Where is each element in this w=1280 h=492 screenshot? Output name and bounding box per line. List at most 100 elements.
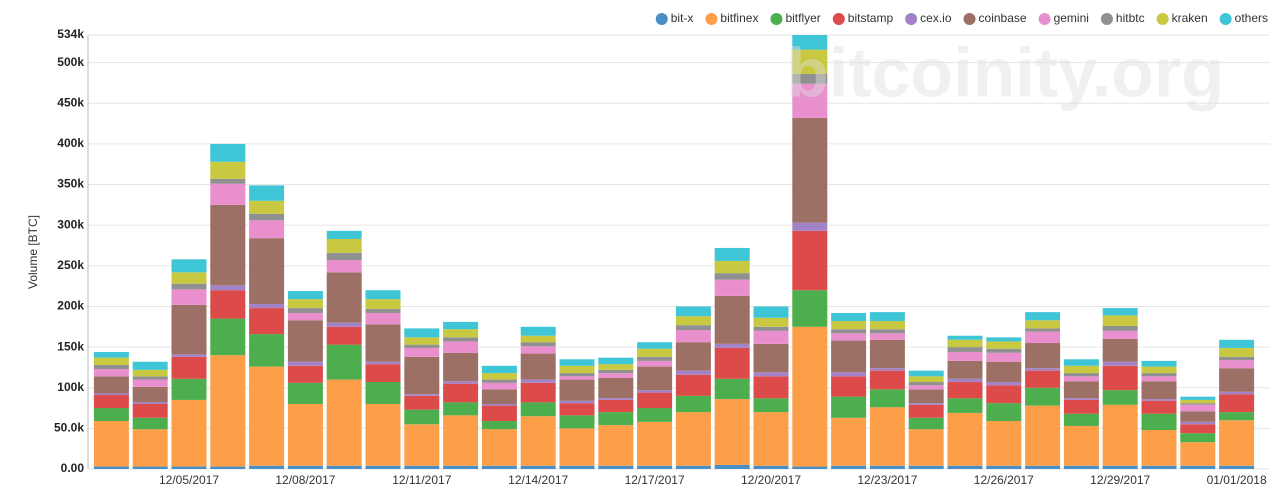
- bar-segment: [1063, 365, 1099, 374]
- bar-segment: [326, 326, 362, 345]
- bar-segment: [869, 329, 905, 334]
- y-tick-label: 100k: [57, 380, 84, 394]
- bar-segment: [1219, 368, 1255, 392]
- bar-segment: [1141, 399, 1177, 401]
- bar-segment: [1102, 390, 1138, 405]
- bar-segment: [1102, 325, 1138, 331]
- bar-segment: [1180, 396, 1216, 400]
- bar-segment: [481, 421, 517, 430]
- bar-segment: [326, 379, 362, 466]
- y-tick-label: 200k: [57, 299, 84, 313]
- bar-segment: [481, 382, 517, 390]
- bar-segment: [1219, 420, 1255, 466]
- bar-segment: [831, 376, 867, 397]
- bar-segment: [675, 412, 711, 466]
- legend-label: others: [1235, 11, 1268, 25]
- legend-swatch: [1100, 13, 1113, 25]
- legend-swatch: [832, 13, 845, 25]
- bar-segment: [1141, 465, 1177, 469]
- bar-segment: [132, 417, 168, 430]
- bar-segment: [365, 312, 401, 325]
- legend-swatch: [963, 13, 976, 25]
- bar-segment: [559, 365, 595, 374]
- bar-segment: [1141, 366, 1177, 374]
- bar-segment: [559, 373, 595, 377]
- bar-segment: [93, 369, 129, 377]
- bar-segment: [1025, 343, 1061, 369]
- y-tick-label: 300k: [57, 217, 84, 231]
- bar-segment: [598, 369, 634, 374]
- x-tick-label: 12/23/2017: [857, 473, 917, 487]
- bar-segment: [637, 465, 673, 469]
- bar-segment: [714, 260, 750, 274]
- bar-segment: [520, 326, 556, 336]
- bar-segment: [869, 407, 905, 466]
- bar-segment: [287, 320, 323, 362]
- bar-segment: [1063, 376, 1099, 382]
- bar-segment: [675, 306, 711, 317]
- bar-segment: [249, 366, 285, 466]
- bar-segment: [753, 317, 789, 327]
- bar-segment: [637, 421, 673, 466]
- bar-segment: [249, 220, 285, 239]
- bar-segment: [93, 421, 129, 467]
- bar-segment: [481, 403, 517, 406]
- bar-segment: [132, 386, 168, 403]
- bar-segment: [249, 465, 285, 469]
- bar-segment: [249, 185, 285, 201]
- bar-segment: [326, 272, 362, 323]
- bar-segment: [1219, 394, 1255, 413]
- x-tick-label: 12/29/2017: [1090, 473, 1150, 487]
- bar-segment: [171, 399, 207, 467]
- bar-segment: [908, 429, 944, 466]
- bar-segment: [831, 329, 867, 334]
- bar-segment: [559, 376, 595, 380]
- bar-segment: [753, 412, 789, 466]
- bar-segment: [714, 273, 750, 280]
- bar-segment: [831, 333, 867, 341]
- bar-segment: [714, 347, 750, 379]
- bar-segment: [831, 465, 867, 469]
- bar-segment: [986, 361, 1022, 383]
- bar-segment: [869, 370, 905, 390]
- bar-segment: [986, 385, 1022, 404]
- bar-segment: [287, 308, 323, 313]
- bar-segment: [1025, 312, 1061, 321]
- legend-label: cex.io: [920, 11, 952, 25]
- x-tick-label: 12/26/2017: [974, 473, 1034, 487]
- bar-segment: [792, 74, 828, 84]
- bar-segment: [908, 382, 944, 386]
- bar-segment: [753, 376, 789, 399]
- bar-segment: [1180, 403, 1216, 405]
- bar-segment: [365, 465, 401, 469]
- y-tick-label: 250k: [57, 258, 84, 272]
- bar-segment: [93, 408, 129, 422]
- bar-segment: [869, 333, 905, 340]
- bar-segment: [481, 373, 517, 380]
- bar-segment: [210, 355, 246, 467]
- bar-segment: [1180, 404, 1216, 412]
- bar-segment: [1102, 308, 1138, 316]
- bar-segment: [1141, 400, 1177, 414]
- bar-segment: [249, 238, 285, 305]
- bar-segment: [404, 395, 440, 410]
- bar-segment: [171, 466, 207, 469]
- y-tick-label: 400k: [57, 136, 84, 150]
- bar-segment: [93, 364, 129, 370]
- bar-segment: [443, 352, 479, 382]
- legend-swatch: [1038, 13, 1051, 25]
- bar-segment: [831, 321, 867, 330]
- bar-segment: [443, 329, 479, 338]
- bar-segment: [481, 365, 517, 374]
- bar-segment: [210, 466, 246, 469]
- bar-segment: [637, 360, 673, 367]
- bar-segment: [986, 465, 1022, 469]
- bar-segment: [675, 374, 711, 396]
- bar-segment: [1025, 368, 1061, 371]
- bar-segment: [520, 346, 556, 354]
- bar-segment: [171, 289, 207, 305]
- bar-segment: [1141, 381, 1177, 400]
- bar-segment: [1025, 387, 1061, 406]
- bar-segment: [714, 464, 750, 469]
- bar-segment: [93, 351, 129, 358]
